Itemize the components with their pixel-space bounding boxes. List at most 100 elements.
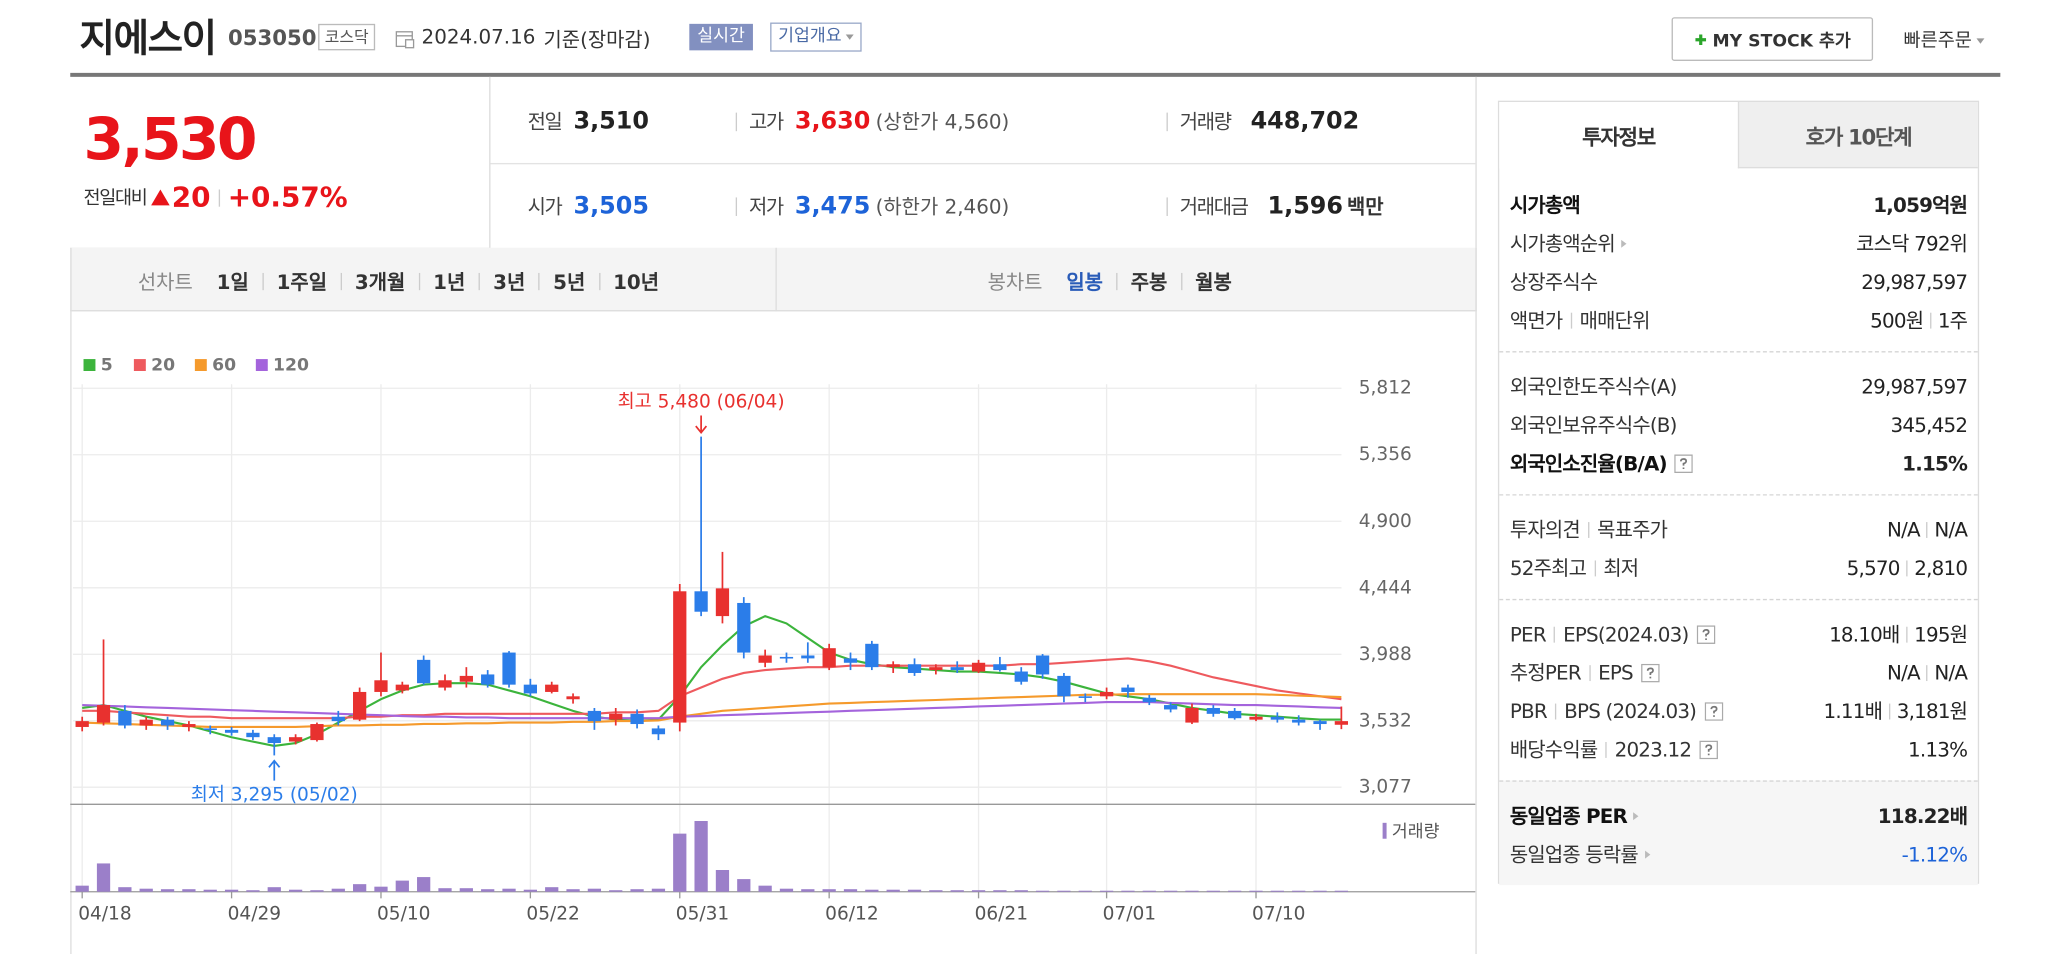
side-section: 동일업종 PER 118.22배 동일업종 등락률 -1.12% [1499, 780, 1978, 886]
chart-tab[interactable]: 주봉 [1130, 269, 1168, 294]
candle-body [630, 713, 644, 725]
info-label: 외국인한도주식수(A) [1509, 374, 1678, 399]
chart-tab-bar [70, 247, 1477, 312]
info-row: 외국인보유주식수(B) 345,452 [1510, 405, 1968, 443]
chart-tab[interactable]: 월봉 [1195, 269, 1232, 294]
chart-tab[interactable]: 1주일 [276, 269, 328, 294]
separator [1554, 702, 1557, 719]
info-values: 29,987,597 [1861, 269, 1968, 294]
info-value: 2,810 [1914, 555, 1968, 580]
low-annotation: 최저 3,295 (05/02) [191, 785, 358, 806]
volume-bar [907, 889, 922, 892]
info-row: PBR BPS (2024.03) 1.11배 3,181원 [1510, 692, 1968, 730]
candle-body [651, 728, 666, 735]
separator [218, 188, 220, 207]
legend-label: 120 [273, 356, 309, 376]
info-label: 동일업종 등락률 [1509, 842, 1639, 867]
chart-tab[interactable]: 3년 [493, 269, 526, 294]
side-tabs: 투자정보 호가 10단계 [1499, 102, 1978, 169]
side-tab[interactable]: 호가 10단계 [1737, 102, 1978, 169]
candle-body [609, 713, 623, 720]
chart-tab[interactable]: 1일 [216, 269, 249, 294]
help-icon[interactable] [1699, 740, 1718, 759]
volume-bar [481, 889, 495, 892]
volume-bar [1164, 890, 1178, 892]
help-icon[interactable] [1674, 453, 1694, 473]
volume-bar [438, 888, 452, 892]
y-tick-label: 5,356 [1359, 444, 1412, 465]
chart-tab[interactable]: 10년 [613, 269, 660, 294]
side-section: 투자의견 목표주가 N/A N/A 52주최고 최저 5,570 2,810 [1499, 494, 1978, 599]
quote-divider [490, 162, 1476, 165]
info-value: 29,987,597 [1861, 269, 1968, 294]
x-tick-label: 05/22 [526, 904, 579, 925]
candle-body [865, 643, 879, 668]
separator [262, 272, 264, 290]
info-value: 1,059억원 [1873, 193, 1968, 218]
y-tick-label: 4,444 [1359, 577, 1412, 598]
separator [1888, 702, 1891, 719]
y-tick-label: 4,900 [1359, 511, 1412, 532]
x-tick-label: 06/12 [825, 904, 878, 925]
candle-body [843, 658, 858, 663]
info-row: 추정PER EPS N/A N/A [1509, 653, 1968, 691]
volume-bar [822, 889, 836, 892]
chart-tab[interactable]: 5년 [553, 269, 586, 294]
info-label: PER [1509, 622, 1547, 646]
info-label: 상장주식수 [1509, 270, 1598, 295]
side-tab[interactable]: 투자정보 [1499, 102, 1738, 169]
info-values: N/A N/A [1887, 517, 1968, 541]
help-icon[interactable] [1640, 663, 1660, 682]
candle-body [694, 591, 708, 612]
info-values: 1,059억원 [1873, 191, 1968, 219]
info-values: 29,987,597 [1861, 374, 1968, 398]
info-labels: 액면가 매매단위 [1510, 306, 1651, 334]
x-tick-label: 04/18 [78, 904, 131, 925]
candle-body [417, 659, 431, 684]
volume-bar [267, 887, 281, 892]
x-tick-label: 04/29 [228, 904, 281, 925]
dropdown-arrow [1975, 38, 1984, 44]
chart-tab[interactable]: 3개월 [354, 269, 406, 294]
quote-label: 거래량 [1179, 109, 1232, 134]
volume-bar [246, 890, 260, 892]
info-label: 시가총액순위 [1509, 231, 1616, 256]
candle-chart-tabs: 봉차트 일봉 주봉 월봉 [988, 265, 1232, 297]
info-label: BPS (2024.03) [1564, 698, 1697, 723]
high-annotation: 최고 5,480 (06/04) [618, 392, 785, 413]
separator [1906, 559, 1908, 576]
help-icon[interactable] [1704, 701, 1723, 721]
x-tick-label: 05/31 [676, 904, 729, 925]
chart-tab[interactable]: 1년 [433, 269, 466, 294]
help-icon[interactable] [1696, 624, 1715, 644]
info-values: 18.10배 195원 [1829, 620, 1968, 648]
candle-body [203, 728, 217, 731]
candle-body [1164, 705, 1178, 710]
price-limit: (하한가 2,460) [875, 194, 1010, 219]
candle-body [331, 716, 345, 722]
legend-label: 20 [151, 356, 175, 376]
volume-bar [1142, 890, 1156, 892]
info-label: 추정PER [1509, 661, 1582, 686]
my-stock-button[interactable]: MY STOCK 추가 [1671, 17, 1874, 61]
info-row: 외국인한도주식수(A) 29,987,597 [1509, 367, 1968, 405]
quick-order-button[interactable]: 빠른주문 [1904, 27, 1984, 54]
chart-tab[interactable]: 일봉 [1066, 269, 1103, 294]
volume-bar [1249, 890, 1263, 892]
x-tick-label: 06/21 [975, 904, 1028, 925]
separator [1929, 312, 1932, 328]
candle-body [353, 691, 367, 720]
volume-bar [523, 889, 538, 892]
info-labels: 52주최고 최저 [1510, 554, 1639, 582]
legend-label: 60 [212, 356, 236, 376]
candle-body [395, 684, 409, 691]
company-info-button[interactable]: 기업개요 [770, 22, 862, 52]
realtime-button[interactable]: 실시간 [689, 23, 753, 51]
info-values: -1.12% [1902, 842, 1968, 866]
candle-body [1099, 691, 1114, 697]
volume-bar [288, 889, 303, 892]
candle-body [523, 684, 538, 694]
change-label: 전일대비 [83, 188, 148, 210]
tab-group-label: 봉차트 [987, 269, 1043, 294]
x-tick-label: 07/01 [1103, 904, 1156, 925]
